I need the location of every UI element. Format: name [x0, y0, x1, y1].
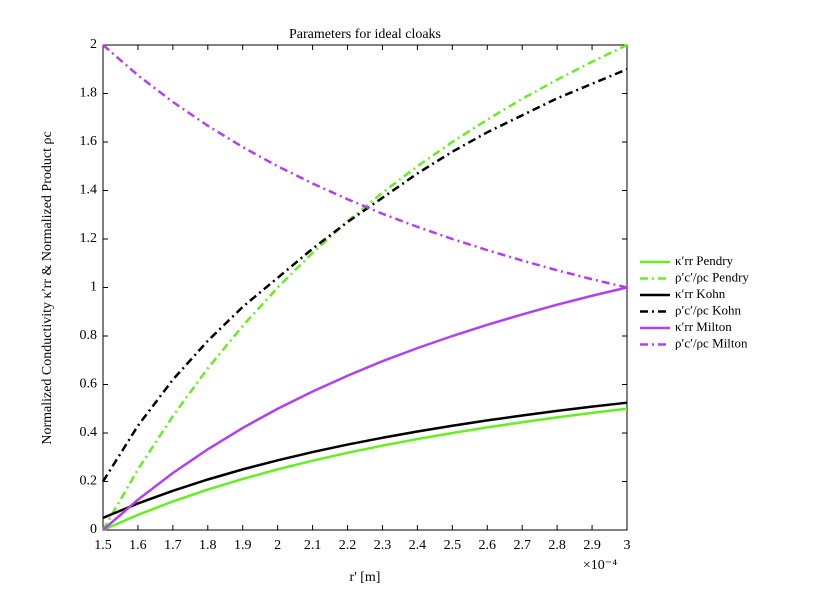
x-tick-label: 2 — [274, 538, 281, 553]
y-tick-label: 0.6 — [80, 377, 98, 392]
legend-label: κ′rr Kohn — [675, 286, 726, 301]
x-tick-label: 2.3 — [374, 538, 392, 553]
y-tick-label: 1.2 — [80, 231, 98, 246]
y-tick-label: 1.4 — [80, 183, 98, 198]
legend-label: ρ′c′/ρc Milton — [675, 335, 748, 350]
x-tick-label: 2.8 — [548, 538, 566, 553]
series-line — [102, 407, 628, 532]
x-tick-label: 2.1 — [304, 538, 322, 553]
series-line — [101, 68, 628, 483]
x-multiplier: ×10⁻⁴ — [583, 558, 617, 573]
x-tick-label: 1.5 — [94, 538, 112, 553]
series-line — [102, 44, 628, 289]
y-tick-label: 1.6 — [80, 134, 98, 149]
y-tick-label: 0 — [90, 522, 97, 537]
x-tick-label: 1.7 — [164, 538, 182, 553]
legend-label: ρ′c′/ρc Kohn — [675, 302, 741, 317]
series-line — [102, 286, 628, 531]
y-tick-label: 0.8 — [80, 328, 98, 343]
chart-title: Parameters for ideal cloaks — [289, 27, 441, 42]
legend-label: κ′rr Pendry — [675, 253, 734, 268]
x-tick-label: 2.7 — [513, 538, 531, 553]
y-tick-label: 0.4 — [80, 425, 98, 440]
y-tick-label: 1 — [90, 280, 97, 295]
x-tick-label: 2.2 — [339, 538, 357, 553]
legend-label: ρ′c′/ρc Pendry — [675, 269, 749, 284]
x-tick-label: 3 — [624, 538, 631, 553]
legend-label: κ′rr Milton — [675, 319, 732, 334]
x-tick-label: 2.9 — [583, 538, 601, 553]
x-tick-label: 1.9 — [234, 538, 252, 553]
x-axis-label: r' [m] — [350, 570, 381, 585]
x-tick-label: 2.4 — [409, 538, 427, 553]
y-axis-label: Normalized Conductivity κ′rr & Normalize… — [40, 131, 55, 444]
x-tick-label: 2.6 — [479, 538, 497, 553]
y-tick-label: 1.8 — [80, 86, 98, 101]
series-line — [102, 401, 628, 520]
x-tick-label: 2.5 — [444, 538, 462, 553]
y-tick-label: 2 — [90, 37, 97, 52]
x-tick-label: 1.8 — [199, 538, 217, 553]
y-tick-label: 0.2 — [80, 474, 98, 489]
x-tick-label: 1.6 — [129, 538, 147, 553]
plot-frame — [102, 44, 628, 531]
